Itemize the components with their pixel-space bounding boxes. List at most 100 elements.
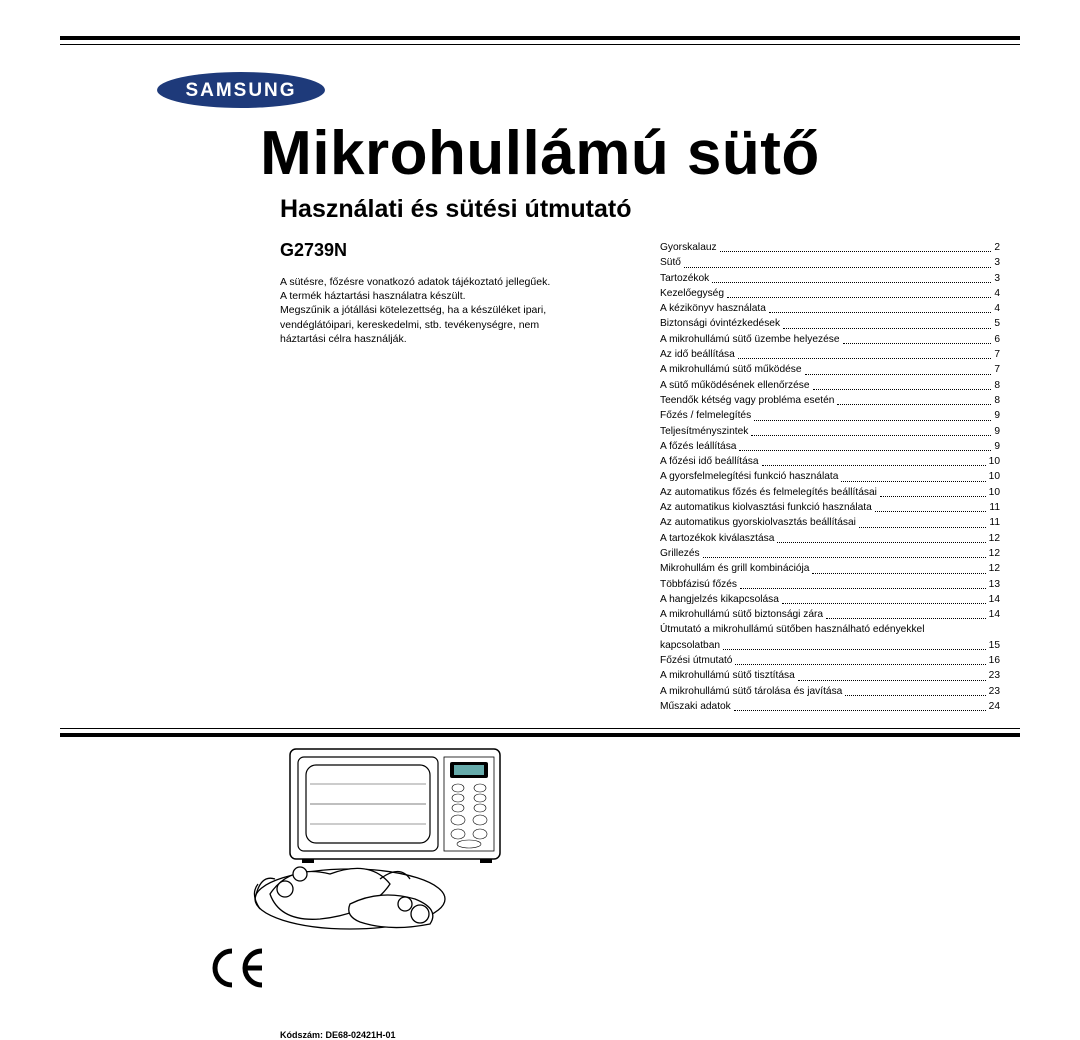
page-title: Mikrohullámú sütő [60,118,1020,189]
toc-label: Teendők kétség vagy probléma esetén [660,393,834,408]
toc-label: Az automatikus gyorskiolvasztás beállítá… [660,515,856,530]
top-rule [60,36,1020,45]
toc-page: 10 [989,454,1000,469]
toc-label: Mikrohullám és grill kombinációja [660,561,809,576]
toc-dots [734,699,986,711]
toc-dots [727,286,991,298]
toc-label: Többfázisú főzés [660,577,737,592]
toc-entry: A sütő működésének ellenőrzése 8 [660,378,1000,393]
toc-label: A mikrohullámú sütő tisztítása [660,668,795,683]
toc-entry: A tartozékok kiválasztása12 [660,531,1000,546]
toc-page: 24 [989,699,1000,714]
toc-label: A gyorsfelmelegítési funkció használata [660,469,838,484]
toc-label: A hangjelzés kikapcsolása [660,592,779,607]
toc-dots [859,515,987,527]
toc-dots [812,561,985,573]
toc-dots [777,531,985,543]
toc-page: 23 [989,684,1000,699]
toc-dots [720,240,992,252]
toc-page: 3 [994,255,1000,270]
toc-dots [783,316,991,328]
toc-dots [751,424,991,436]
toc-page: 2 [994,240,1000,255]
toc-label: Gyorskalauz [660,240,717,255]
toc-page: 3 [994,271,1000,286]
toc-dots [875,500,987,512]
toc-label: Biztonsági óvintézkedések [660,316,780,331]
disclaimer-line: Megszűnik a jótállási kötelezettség, ha … [280,303,660,317]
toc-entry: Az automatikus gyorskiolvasztás beállítá… [660,515,1000,530]
toc-page: 23 [989,668,1000,683]
toc-dots [703,546,986,558]
toc-page: 4 [994,286,1000,301]
toc-label: Az automatikus főzés és felmelegítés beá… [660,485,877,500]
toc-label: A mikrohullámú sütő működése [660,362,802,377]
toc-label: Főzés / felmelegítés [660,408,751,423]
toc-entry: A mikrohullámú sütő üzembe helyezése6 [660,332,1000,347]
toc-page: 14 [989,592,1000,607]
toc-dots [712,271,991,283]
disclaimer-text: A sütésre, főzésre vonatkozó adatok tájé… [280,275,660,346]
toc-entry: Tartozékok3 [660,271,1000,286]
toc-entry: Az automatikus főzés és felmelegítés beá… [660,485,1000,500]
samsung-logo: SAMSUNG [156,71,1020,114]
toc-dots [684,255,991,267]
toc-dots [723,638,986,650]
toc-entry: A főzés leállítása9 [660,439,1000,454]
toc-page: 12 [989,531,1000,546]
toc-page: 13 [989,577,1000,592]
toc-label: A mikrohullámú sütő tárolása és javítása [660,684,842,699]
toc-label: Főzési útmutató [660,653,732,668]
toc-page: 5 [994,316,1000,331]
toc-page: 8 [994,393,1000,408]
toc-label: Az idő beállítása [660,347,735,362]
toc-entry: Főzés / felmelegítés9 [660,408,1000,423]
toc-dots [740,577,986,589]
toc-dots [826,607,986,619]
toc-page: 11 [989,515,1000,530]
toc-label: A mikrohullámú sütő üzembe helyezése [660,332,840,347]
microwave-illustration [240,744,1020,939]
toc-page: 9 [994,424,1000,439]
toc-entry: Teljesítményszintek 9 [660,424,1000,439]
toc-entry: Mikrohullám és grill kombinációja 12 [660,561,1000,576]
toc-label: Útmutató a mikrohullámú sütőben használh… [660,622,1000,637]
toc-entry: A főzési idő beállítása10 [660,454,1000,469]
toc-label: A sütő működésének ellenőrzése [660,378,810,393]
toc-page: 4 [994,301,1000,316]
toc-dots [813,378,992,390]
toc-entry: Sütő 3 [660,255,1000,270]
toc-label: Sütő [660,255,681,270]
toc-entry: Az idő beállítása 7 [660,347,1000,362]
toc-entry: Többfázisú főzés 13 [660,577,1000,592]
toc-label: Az automatikus kiolvasztási funkció hasz… [660,500,872,515]
toc-dots [739,439,991,451]
toc-dots [769,301,991,313]
toc-label: Teljesítményszintek [660,424,748,439]
toc-dots [845,684,985,696]
model-number: G2739N [280,240,660,261]
toc-entry: A kézikönyv használata4 [660,301,1000,316]
disclaimer-line: A sütésre, főzésre vonatkozó adatok tájé… [280,275,660,289]
toc-page: 7 [994,347,1000,362]
toc-entry: Az automatikus kiolvasztási funkció hasz… [660,500,1000,515]
toc-label: Műszaki adatok [660,699,731,714]
toc-page: 14 [989,607,1000,622]
toc-dots [735,653,985,665]
ce-mark [210,947,1020,994]
toc-page: 9 [994,439,1000,454]
disclaimer-line: A termék háztartási használatra készült. [280,289,660,303]
toc-entry: A gyorsfelmelegítési funkció használata1… [660,469,1000,484]
toc-label: Grillezés [660,546,700,561]
bottom-rule [60,728,1020,737]
toc-page: 8 [994,378,1000,393]
toc-page: 7 [994,362,1000,377]
table-of-contents: Gyorskalauz2Sütő3Tartozékok3Kezelőegység… [660,240,1000,714]
toc-entry: kapcsolatban15 [660,638,1000,653]
toc-entry: A hangjelzés kikapcsolása 14 [660,592,1000,607]
toc-page: 12 [989,561,1000,576]
toc-page: 15 [989,638,1000,653]
toc-page: 16 [989,653,1000,668]
toc-entry: Útmutató a mikrohullámú sütőben használh… [660,622,1000,637]
toc-dots [805,362,992,374]
